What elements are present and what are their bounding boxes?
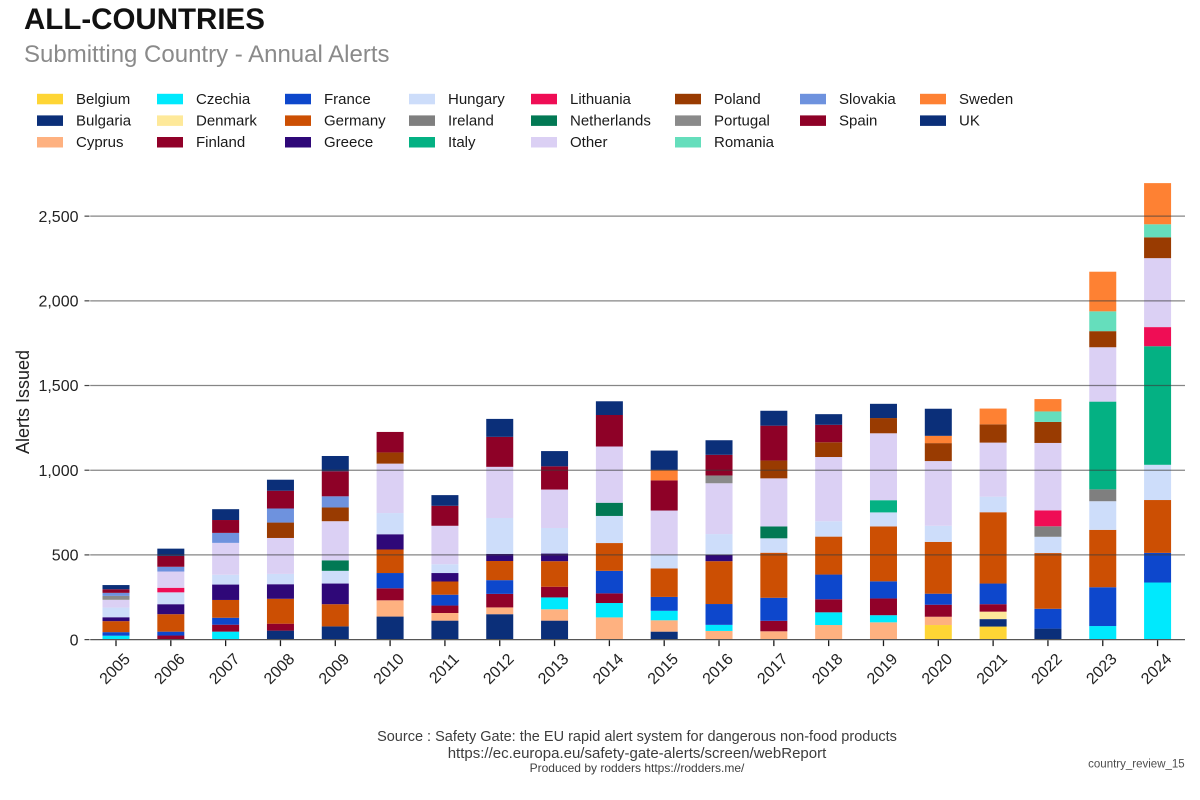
svg-text:1,500: 1,500 [38,378,78,395]
svg-text:Germany: Germany [324,113,386,130]
svg-text:1,000: 1,000 [38,463,78,480]
svg-text:France: France [324,91,371,108]
svg-text:https://ec.europa.eu/safety-ga: https://ec.europa.eu/safety-gate-alerts/… [448,745,827,762]
svg-text:Cyprus: Cyprus [76,134,124,151]
svg-text:Netherlands: Netherlands [570,113,651,130]
svg-text:Spain: Spain [839,113,877,130]
svg-text:Italy: Italy [448,134,476,151]
svg-text:Slovakia: Slovakia [839,91,896,108]
svg-text:500: 500 [52,548,79,565]
svg-text:Finland: Finland [196,134,245,151]
svg-text:Produced by rodders https://ro: Produced by rodders https://rodders.me/ [530,761,745,775]
svg-text:Czechia: Czechia [196,91,251,108]
svg-text:Romania: Romania [714,134,775,151]
svg-text:Bulgaria: Bulgaria [76,113,132,130]
svg-text:Alerts Issued: Alerts Issued [13,350,33,454]
svg-text:Poland: Poland [714,91,761,108]
svg-text:Belgium: Belgium [76,91,130,108]
svg-text:Portugal: Portugal [714,113,770,130]
svg-text:Lithuania: Lithuania [570,91,632,108]
svg-text:ALL-COUNTRIES: ALL-COUNTRIES [24,3,265,36]
svg-text:Source : Safety Gate: the EU r: Source : Safety Gate: the EU rapid alert… [377,729,897,745]
svg-text:2,000: 2,000 [38,294,78,311]
svg-text:Submitting Country - Annual Al: Submitting Country - Annual Alerts [24,41,390,68]
svg-text:0: 0 [70,632,79,649]
svg-text:Greece: Greece [324,134,373,151]
svg-text:country_review_15: country_review_15 [1088,759,1185,771]
svg-text:Sweden: Sweden [959,91,1013,108]
svg-text:Hungary: Hungary [448,91,505,108]
svg-text:Other: Other [570,134,608,151]
svg-text:2,500: 2,500 [38,209,78,226]
svg-text:Denmark: Denmark [196,113,257,130]
svg-text:UK: UK [959,113,980,130]
svg-text:Ireland: Ireland [448,113,494,130]
